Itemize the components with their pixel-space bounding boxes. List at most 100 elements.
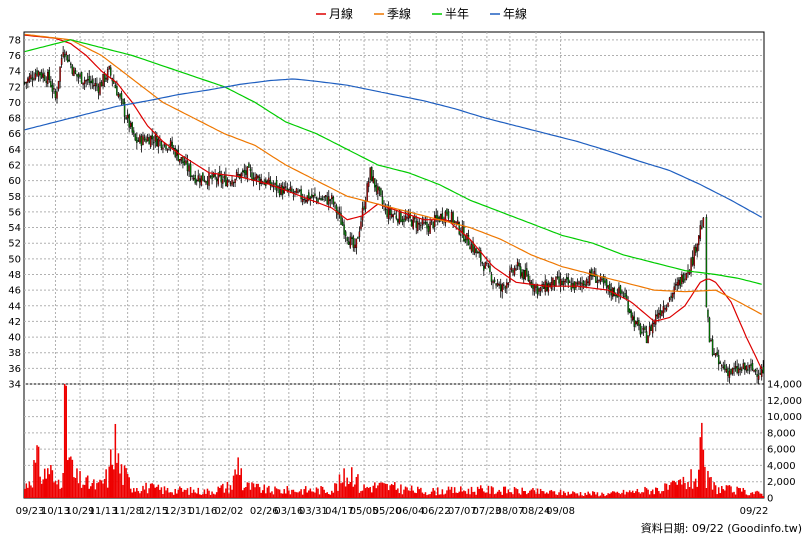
volume-bar [91,482,94,498]
candle [300,185,302,203]
candle [521,269,523,280]
volume-bar [380,482,382,498]
volume-panel-frame [23,383,765,499]
candle [126,109,129,124]
candle [527,270,530,283]
candle [397,218,399,226]
candle [688,269,691,276]
volume-bar [668,485,671,498]
volume-bar [378,482,381,498]
price-tick-label: 62 [8,160,21,171]
volume-bar [661,491,663,498]
legend: 月線 季線 半年 年線 [316,6,527,21]
volume-bar [754,491,757,498]
volume-bar [272,494,275,498]
candle [191,175,193,180]
candle [24,81,26,85]
volume-bar [544,493,546,498]
volume-bar [733,491,735,498]
candle [192,174,195,181]
candle [518,259,520,270]
candle [759,367,761,375]
candle [427,223,430,237]
legend-label: 月線 [329,6,353,21]
candle [572,277,574,289]
candle [475,248,477,258]
volume-bar [721,486,723,498]
candle [587,275,589,287]
volume-bar [192,489,195,498]
volume-bar [486,492,488,498]
candle [143,134,146,142]
candle [226,177,229,188]
volume-tick-label: 2,000 [767,477,796,488]
candle [410,219,413,227]
candle [361,201,364,227]
volume-bar [593,491,596,498]
volume-bar [510,492,513,498]
volume-bar [710,476,712,498]
volume-bar [529,490,531,498]
candle [499,278,502,298]
volume-bar [694,478,697,498]
candle [728,364,731,384]
candle [565,273,568,283]
volume-bar [423,493,425,498]
volume-bar [513,486,516,498]
candle [85,79,87,88]
volume-bar [340,483,342,498]
candle [421,216,424,230]
volume-bar [304,486,307,498]
candle [249,164,252,178]
volume-bar [79,471,81,498]
candle [50,76,52,88]
volume-bar [317,488,319,498]
candle [481,261,484,267]
volume-bar [154,487,157,498]
volume-bar [522,490,525,498]
date-tick-label: 11/13 [89,506,118,517]
volume-bar [139,493,141,498]
volume-bar [676,484,679,498]
volume-bar [85,477,87,498]
volume-bar [555,494,557,498]
candle [415,215,417,235]
volume-bar [413,492,416,498]
volume-bar [665,483,668,498]
volume-bar [331,490,333,498]
volume-bar [86,475,89,498]
candle [412,216,414,231]
candle [748,364,751,375]
volume-bar [308,490,310,498]
volume-bar [737,487,740,498]
volume-bar [140,491,143,498]
volume-bar [582,496,585,498]
volume-bar [558,492,560,498]
volume-bar [739,488,741,498]
volume-bar [470,486,473,498]
volume-bar [383,483,385,498]
candle [446,207,448,217]
volume-bar [364,488,367,498]
volume-bar [533,490,536,498]
price-tick-label: 58 [8,192,21,203]
volume-bar [281,493,284,498]
candle [25,81,28,90]
volume-bar [685,489,688,498]
volume-bar [757,491,760,498]
volume-bar [472,491,474,498]
candle [739,363,741,376]
volume-bar [27,487,29,498]
volume-bar [286,486,289,498]
candle [717,349,720,371]
date-tick-label: 08/24 [522,506,551,517]
volume-bar [475,494,477,498]
volume-bar [573,492,576,498]
candle [195,178,198,186]
volume-bar [438,494,441,498]
volume-tick-label: 4,000 [767,461,796,472]
volume-bar [200,494,203,498]
volume-bar [705,488,708,498]
volume-bar [492,487,494,498]
candle [466,232,468,246]
